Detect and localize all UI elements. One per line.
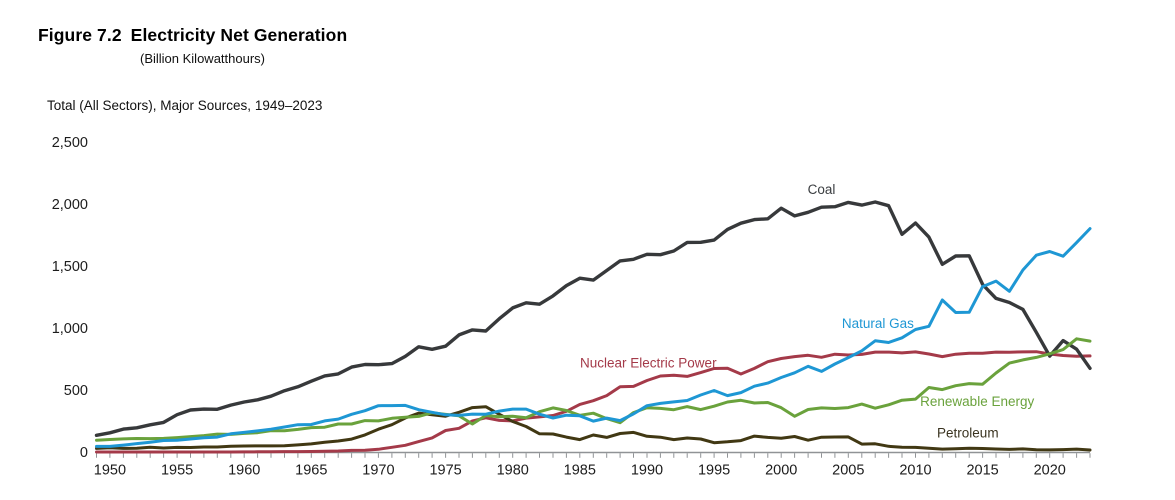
x-axis-label: 1995 [698,463,730,479]
figure-units-subtitle: (Billion Kilowatthours) [140,51,265,66]
figure-number: Figure 7.2 [38,25,122,45]
series-line-coal [94,200,1092,437]
series-label-nuclear-electric-power: Nuclear Electric Power [580,356,717,371]
figure-title-text: Electricity Net Generation [130,25,348,45]
x-axis-label: 2015 [966,463,998,479]
series-label-coal: Coal [808,182,836,197]
x-axis-label: 1975 [429,463,461,479]
x-axis-label: 1965 [295,463,327,479]
y-axis-label: 2,000 [52,197,88,213]
x-axis-label: 2005 [832,463,864,479]
y-axis-label: 0 [80,445,88,461]
x-axis-label: 1970 [362,463,394,479]
y-axis-label: 1,500 [52,259,88,275]
y-axis-label: 500 [64,383,88,399]
x-axis-label: 2010 [899,463,931,479]
x-axis-label: 2000 [765,463,797,479]
x-axis-label: 2020 [1034,463,1066,479]
x-axis-label: 1955 [161,463,193,479]
chart-subtitle: Total (All Sectors), Major Sources, 1949… [47,98,323,113]
x-axis-label: 1960 [228,463,260,479]
series-line-natural-gas [95,227,1092,448]
series-line-petroleum [95,405,1092,452]
x-axis-label: 1950 [94,463,126,479]
series-line-nuclear-electric-power [95,350,1092,454]
series-label-renewable-energy: Renewable Energy [920,394,1034,409]
series-label-petroleum: Petroleum [937,426,999,441]
y-axis-label: 2,500 [52,135,88,151]
series-label-natural-gas: Natural Gas [842,316,914,331]
x-axis-label: 1990 [631,463,663,479]
series-line-renewable-energy [95,337,1092,442]
figure-title: Figure 7.2 Electricity Net Generation [38,25,347,46]
x-axis-label: 1980 [497,463,529,479]
y-axis-label: 1,000 [52,321,88,337]
x-axis-label: 1985 [564,463,596,479]
